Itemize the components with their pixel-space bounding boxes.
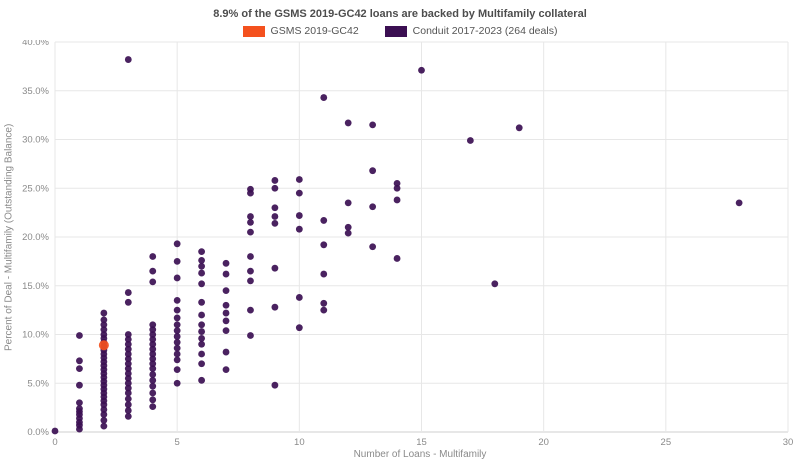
svg-text:10.0%: 10.0%: [22, 330, 49, 341]
legend-label-conduit: Conduit 2017-2023 (264 deals): [412, 25, 558, 37]
legend-item-conduit: Conduit 2017-2023 (264 deals): [384, 25, 558, 37]
series-gsms-2019-gc42: [98, 340, 109, 351]
legend-swatch-gsms: [242, 25, 265, 37]
series-conduit-2017-2023-264-deals-: [51, 56, 743, 435]
svg-text:30.0%: 30.0%: [22, 135, 49, 146]
legend-item-gsms: GSMS 2019-GC42: [242, 25, 359, 37]
svg-text:0: 0: [52, 437, 57, 448]
svg-text:5.0%: 5.0%: [27, 378, 49, 389]
scatter-plot: 0.0% 5.0% 10.0% 15.0% 20.0% 25.0% 30.0% 35.0% 40…: [22, 37, 794, 448]
svg-text:15: 15: [416, 437, 427, 448]
svg-text:30: 30: [783, 437, 794, 448]
legend-swatch-conduit: [384, 25, 407, 37]
y-axis-title: Percent of Deal - Multifamily (Outstandi…: [3, 123, 15, 352]
plot-area: Percent of Deal - Multifamily (Outstandi…: [0, 37, 800, 449]
svg-text:5: 5: [175, 437, 180, 448]
svg-text:20: 20: [538, 437, 549, 448]
svg-text:15.0%: 15.0%: [22, 281, 49, 292]
svg-text:10: 10: [294, 437, 305, 448]
x-axis-title: Number of Loans - Multifamily: [353, 449, 487, 460]
svg-text:25.0%: 25.0%: [22, 183, 49, 194]
legend: GSMS 2019-GC42 Conduit 2017-2023 (264 de…: [0, 22, 800, 40]
chart-title: 8.9% of the GSMS 2019-GC42 loans are bac…: [213, 8, 587, 20]
svg-text:35.0%: 35.0%: [22, 86, 49, 97]
svg-text:0.0%: 0.0%: [27, 427, 49, 438]
svg-text:40.0%: 40.0%: [22, 40, 49, 48]
svg-text:20.0%: 20.0%: [22, 232, 49, 243]
svg-text:25: 25: [661, 437, 672, 448]
legend-label-gsms: GSMS 2019-GC42: [270, 25, 359, 37]
